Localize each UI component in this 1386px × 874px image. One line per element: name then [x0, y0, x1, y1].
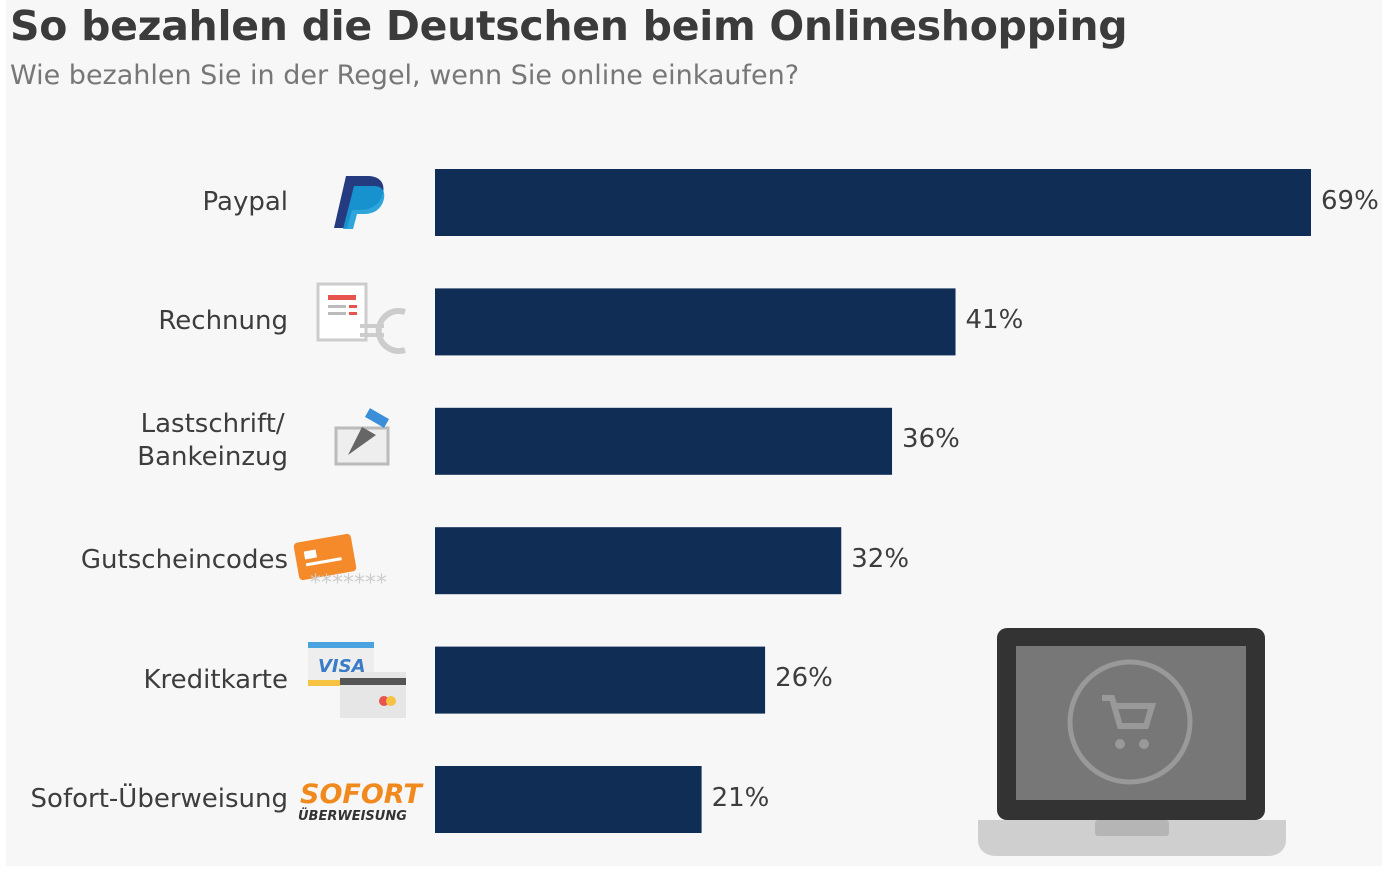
category-label: Lastschrift/Bankeinzug	[137, 409, 288, 473]
bar-2	[435, 407, 893, 475]
category-label: Rechnung	[158, 306, 288, 337]
category-label: Paypal	[202, 187, 289, 217]
value-label: 32%	[851, 543, 910, 574]
value-label: 26%	[775, 663, 833, 694]
bar-4	[435, 646, 766, 714]
bar-3	[435, 527, 842, 595]
chart-subtitle: Wie bezahlen Sie in der Regel, wenn Sie …	[10, 60, 800, 91]
category-label: Sofort-Überweisung	[30, 784, 288, 814]
value-label: 36%	[902, 424, 960, 455]
value-label: 41%	[965, 304, 1024, 335]
category-label: Gutscheincodes	[80, 545, 288, 576]
category-label: Kreditkarte	[143, 664, 289, 695]
chart-title: So bezahlen die Deutschen beim Onlinesho…	[10, 2, 1128, 50]
value-label: 21%	[711, 782, 770, 813]
bar-0	[435, 169, 1311, 236]
bar-5	[435, 766, 702, 833]
bar-1	[435, 288, 956, 356]
value-label: 69%	[1321, 185, 1379, 216]
